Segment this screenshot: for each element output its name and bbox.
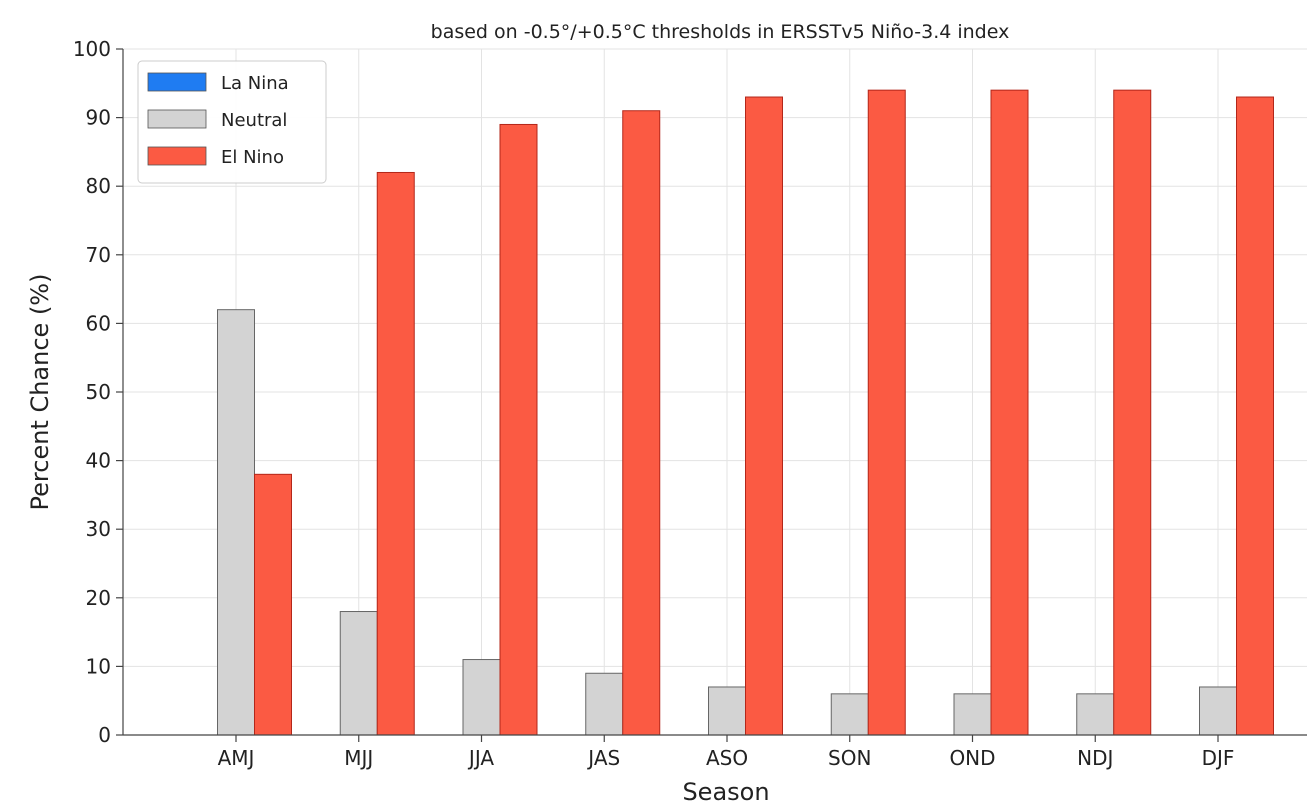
bar-el-nino bbox=[376, 171, 415, 736]
bar-neutral bbox=[585, 672, 624, 736]
x-tick-label: JAS bbox=[586, 746, 620, 770]
x-tick-label: DJF bbox=[1202, 746, 1235, 770]
x-tick-label: MJJ bbox=[344, 746, 373, 770]
legend: La Nina Neutral El Nino bbox=[137, 60, 327, 184]
y-axis-title: Percent Chance (%) bbox=[26, 274, 54, 511]
bar-neutral bbox=[1076, 693, 1115, 736]
bar-neutral bbox=[1199, 686, 1237, 736]
x-tick-label: JJA bbox=[467, 746, 494, 770]
legend-label-la-nina: La Nina bbox=[221, 73, 289, 94]
bar-el-nino bbox=[990, 89, 1029, 736]
x-tick-label: NDJ bbox=[1077, 746, 1113, 770]
bar-neutral bbox=[953, 693, 992, 736]
bars bbox=[217, 89, 1274, 736]
y-tick-label: 90 bbox=[86, 106, 111, 130]
legend-swatch-neutral bbox=[147, 109, 207, 129]
legend-swatch-la-nina bbox=[147, 72, 207, 92]
y-tick-label: 20 bbox=[86, 586, 111, 610]
chart-subtitle: based on -0.5°/+0.5°C thresholds in ERSS… bbox=[431, 21, 1010, 43]
bar-el-nino bbox=[1236, 96, 1274, 736]
bar-neutral bbox=[217, 309, 255, 736]
legend-label-el-nino: El Nino bbox=[221, 147, 284, 168]
bar-neutral bbox=[708, 686, 746, 736]
y-tick-label: 100 bbox=[73, 37, 111, 61]
y-tick-label: 60 bbox=[86, 311, 111, 335]
x-tick-label: AMJ bbox=[218, 746, 255, 770]
bar-neutral bbox=[339, 611, 378, 736]
x-tick-label: SON bbox=[828, 746, 871, 770]
y-tick-label: 10 bbox=[86, 654, 111, 678]
legend-swatch-el-nino bbox=[147, 146, 207, 166]
ticks: 0 10 20 30 40 50 60 70 80 90 100 AMJ MJJ JJA JAS ASO SON… bbox=[73, 37, 1235, 770]
y-tick-label: 40 bbox=[86, 449, 111, 473]
bar-el-nino bbox=[254, 473, 292, 736]
bar-el-nino bbox=[745, 96, 783, 736]
bar-el-nino bbox=[1113, 89, 1152, 736]
y-tick-label: 0 bbox=[98, 723, 111, 747]
bar-el-nino bbox=[622, 110, 661, 736]
y-tick-label: 70 bbox=[86, 243, 111, 267]
x-tick-label: OND bbox=[949, 746, 995, 770]
y-tick-label: 50 bbox=[86, 380, 111, 404]
legend-label-neutral: Neutral bbox=[221, 110, 287, 131]
bar-neutral bbox=[830, 693, 869, 736]
y-tick-label: 30 bbox=[86, 517, 111, 541]
bar-el-nino bbox=[499, 123, 538, 736]
y-tick-label: 80 bbox=[86, 174, 111, 198]
bar-neutral bbox=[462, 659, 501, 736]
x-axis-title: Season bbox=[682, 778, 769, 805]
bar-el-nino bbox=[867, 89, 906, 736]
x-tick-label: ASO bbox=[706, 746, 748, 770]
